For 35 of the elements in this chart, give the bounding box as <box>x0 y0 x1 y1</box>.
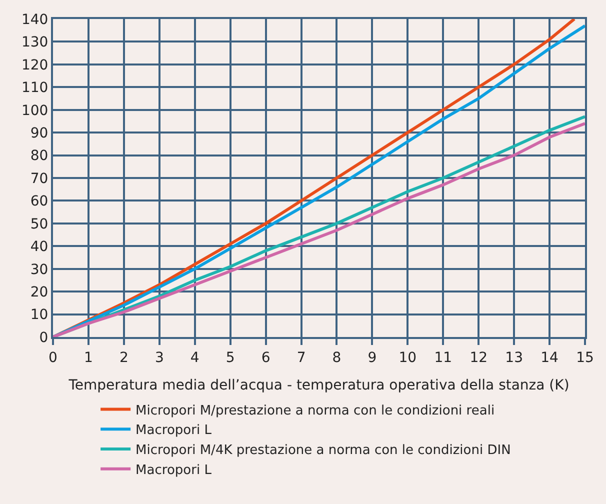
y-tick-label: 10 <box>30 307 48 324</box>
x-axis-title: Temperatura media dell’acqua - temperatura operativa della stanza (K) <box>68 378 570 394</box>
y-tick-label: 110 <box>21 80 48 96</box>
x-tick-label: 12 <box>470 350 488 366</box>
y-tick-label: 140 <box>21 12 48 28</box>
x-tick-label: 13 <box>505 350 523 366</box>
y-tick-label: 20 <box>30 284 48 300</box>
legend-label: Macropori L <box>136 423 212 438</box>
y-tick-label: 100 <box>21 102 48 119</box>
x-tick-label: 8 <box>332 350 342 366</box>
y-tick-label: 0 <box>39 330 48 346</box>
legend-label: Micropori M/4K prestazione a norma con le condizioni DIN <box>136 443 511 458</box>
y-tick-label: 40 <box>30 239 48 256</box>
x-tick-label: 1 <box>84 350 93 366</box>
y-tick-label: 130 <box>21 34 48 51</box>
x-tick-label: 6 <box>261 350 270 366</box>
y-tick-label: 70 <box>30 170 48 187</box>
y-tick-label: 90 <box>30 125 48 142</box>
y-tick-label: 50 <box>30 216 48 232</box>
x-tick-label: 14 <box>540 350 559 366</box>
y-tick-label: 80 <box>30 148 48 164</box>
y-tick-label: 60 <box>30 194 48 210</box>
y-tick-label: 30 <box>30 262 48 278</box>
x-tick-label: 2 <box>119 350 128 366</box>
x-tick-label: 15 <box>576 350 594 366</box>
legend-label: Macropori L <box>136 462 212 478</box>
x-tick-label: 9 <box>368 350 377 366</box>
x-tick-label: 4 <box>190 350 200 366</box>
x-tick-label: 5 <box>226 350 235 366</box>
x-tick-label: 11 <box>434 350 452 366</box>
x-tick-label: 7 <box>296 350 306 366</box>
x-tick-label: 3 <box>154 350 164 366</box>
y-tick-label: 120 <box>21 57 48 74</box>
x-tick-label: 10 <box>398 350 417 366</box>
legend-label: Micropori M/prestazione a norma con le condizioni reali <box>136 403 495 418</box>
